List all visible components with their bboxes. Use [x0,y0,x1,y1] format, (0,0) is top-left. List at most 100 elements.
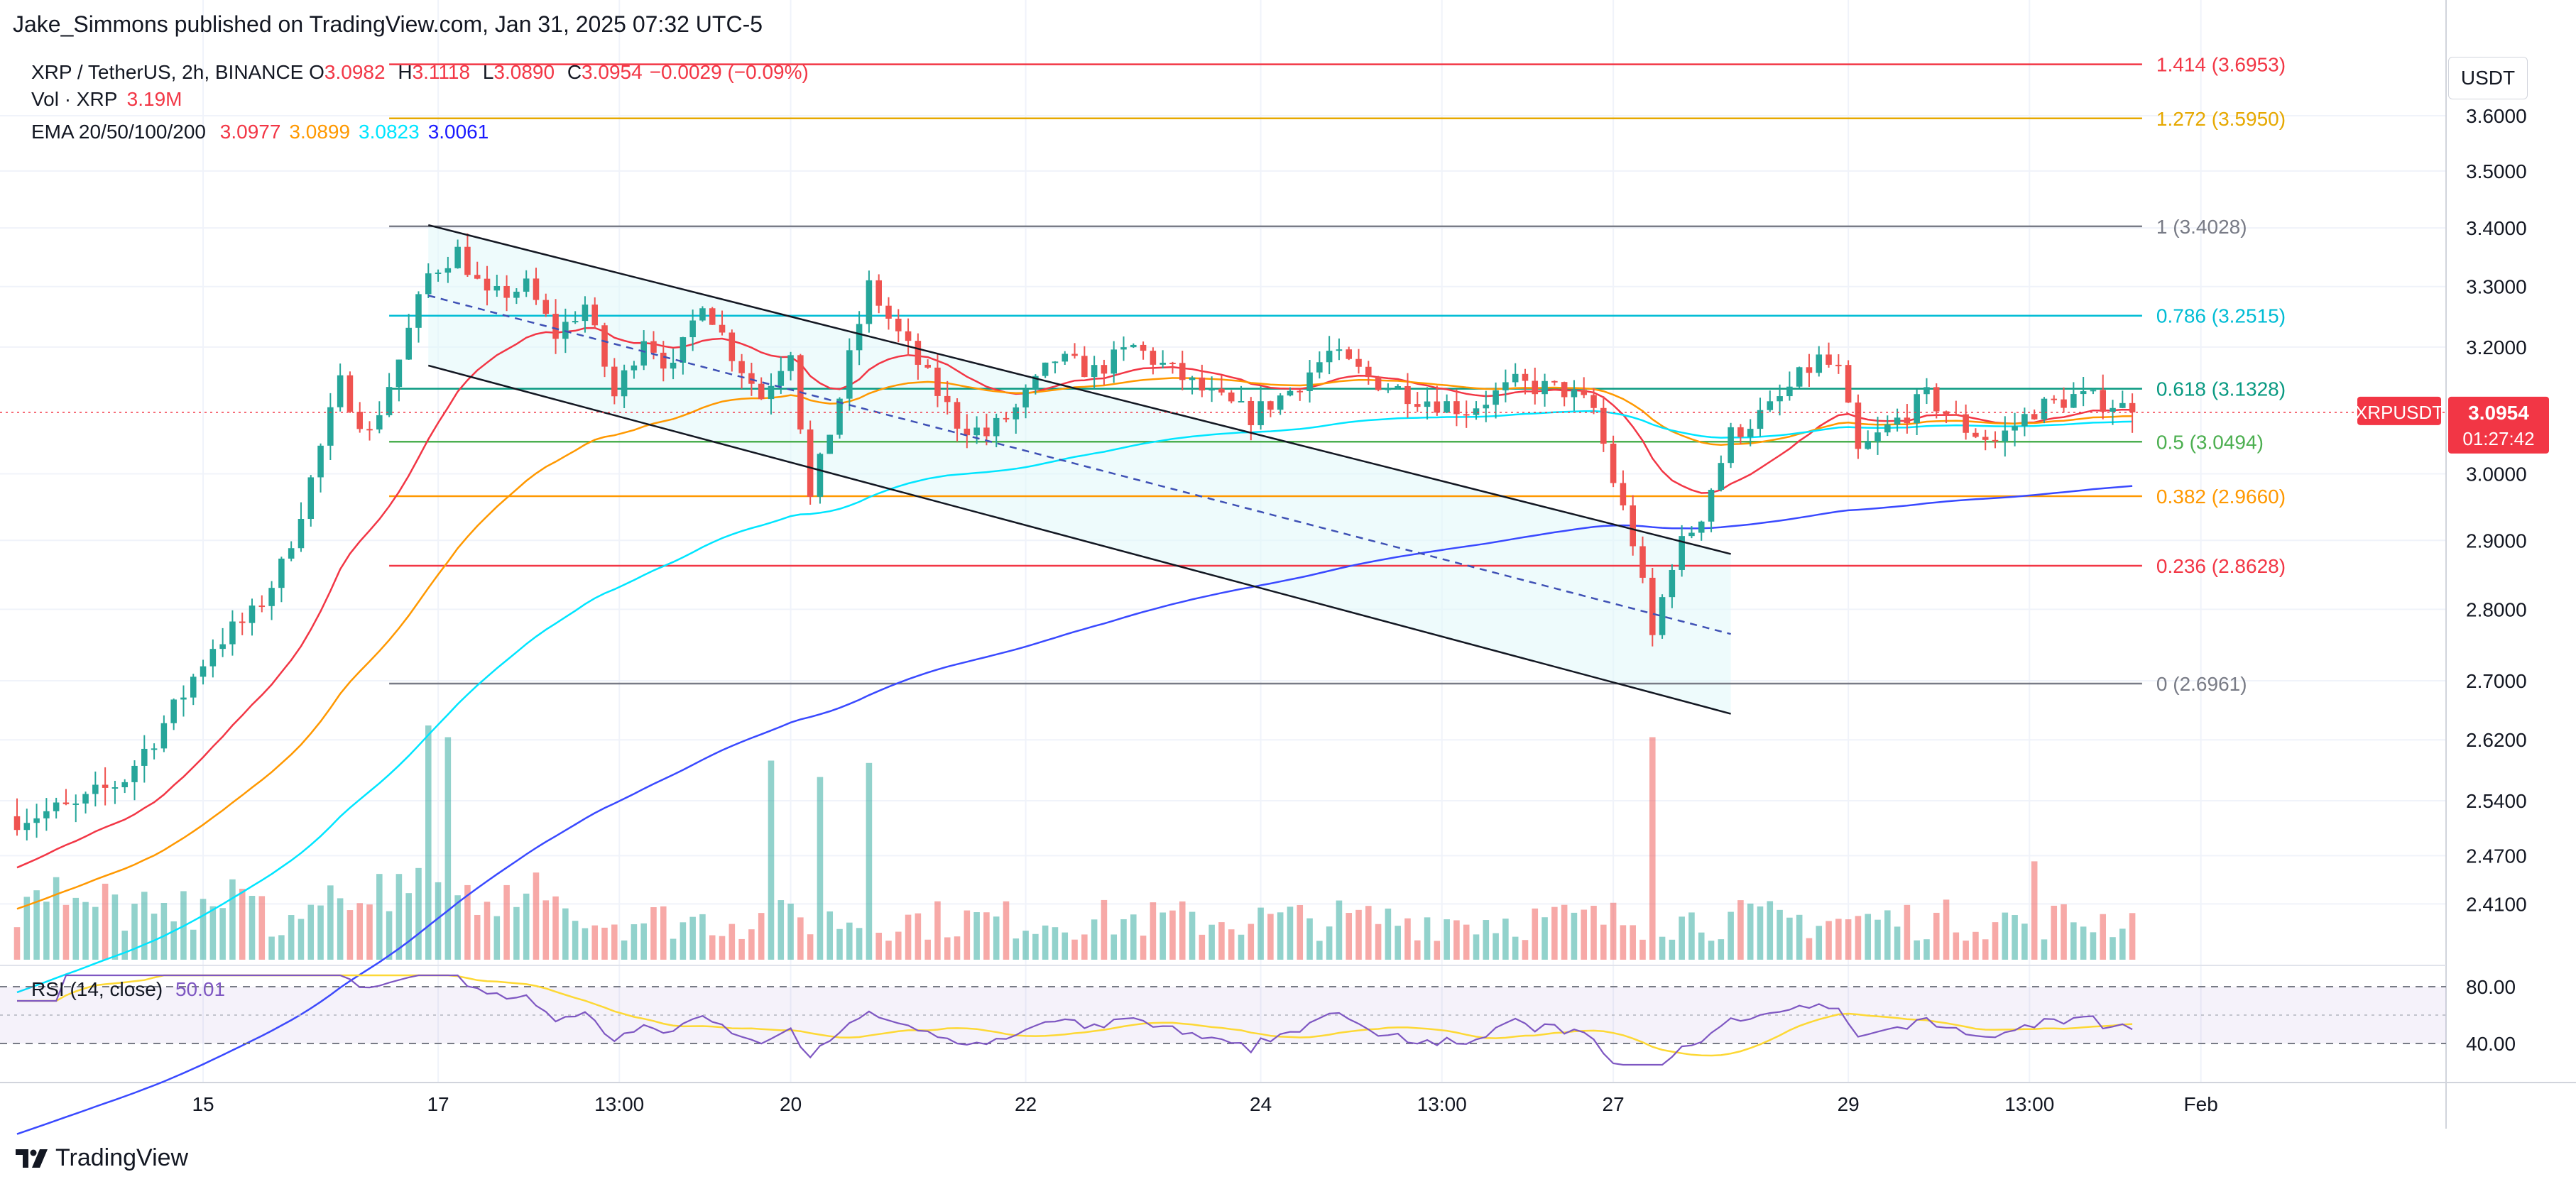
candle-body [768,385,775,400]
candle-body [1424,401,1431,407]
volume-bar [425,725,432,960]
currency-button[interactable]: USDT [2448,57,2528,99]
volume-bar [2090,932,2097,960]
volume-bar [846,922,853,960]
volume-bar [1414,940,1421,960]
volume-bar [1228,929,1235,960]
ema-value: 3.0899 [289,121,351,143]
candle-body [621,370,628,397]
volume-bar [1199,934,1206,960]
candle-body [1806,367,1813,373]
volume-bar [2070,922,2077,960]
candle-body [1228,392,1235,402]
time-tick-label: 24 [1250,1093,1272,1115]
volume-bar [1816,926,1823,960]
volume-bar [1512,936,1519,960]
candle-body [258,606,266,608]
candle-body [934,367,941,396]
volume-legend: Vol · XRP 3.19M [31,88,182,111]
price-tick-label: 2.4700 [2466,845,2527,867]
candle-body [484,278,491,291]
fibonacci-levels[interactable]: 1.414 (3.6953) 1.272 (3.5950) 1 (3.4028) 0.… [389,54,2286,695]
volume-bar [200,899,207,960]
candle-body [1816,354,1823,373]
time-axis[interactable]: 15 17 13:00 20 22 24 13:00 27 29 13:00 Feb [192,1093,2217,1115]
volume-bar [2110,937,2116,960]
candle-body [826,434,834,454]
candle-body [895,318,902,332]
price-tick-label: 2.5400 [2466,790,2527,812]
volume-bar [1737,900,1744,960]
candle-body [1081,356,1088,378]
volume-bar [1159,912,1166,960]
candle-body [1953,414,1960,416]
volume-bar [1267,914,1274,960]
channel-mid-line [427,295,1731,635]
candle-body [1728,427,1734,464]
volume-bar [1208,924,1215,960]
candle-body [1003,417,1010,420]
volume-bar [1169,910,1176,960]
candle-body [1590,395,1597,408]
volume-bar [298,919,305,960]
channel-fill [428,225,1731,714]
candle-body [2080,391,2087,395]
volume-bar [1933,912,1940,960]
volume-bar [758,913,765,960]
candle-body [836,398,843,435]
price-axis[interactable]: 3.6000 3.5000 3.4000 3.3000 3.2000 3.0000 2.90… [2466,105,2527,1055]
candle-body [905,331,912,341]
ohlc-value: 3.0982 [324,61,386,83]
candle-body [405,327,412,360]
volume-bar [464,884,471,960]
candle-body [572,321,579,323]
candle-body [523,278,530,292]
descending-channel[interactable] [427,224,1731,715]
volume-bar [337,898,344,960]
candle-body [356,412,364,429]
price-tick-label: 3.3000 [2466,276,2527,298]
candle-body [1287,390,1294,396]
volume-bar [1473,934,1480,960]
volume-bar [915,913,922,960]
candle-body [1297,390,1304,393]
volume-bar [1561,904,1568,960]
candle-body [954,402,961,429]
volume-bar [964,910,971,960]
tradingview-logo[interactable]: TradingView [16,1144,188,1172]
channel-upper-line [427,224,1731,555]
candle-body [444,268,452,273]
symbol-ohlc: XRP / TetherUS, 2h, BINANCE O3.0982 H3.1… [31,61,816,84]
candle-body [1835,364,1842,366]
candle-body [1874,432,1881,442]
volume-bar [954,936,961,960]
candle-body [2090,390,2097,392]
candle-body [1179,363,1186,380]
candle-body [474,275,481,279]
volume-bar [62,904,70,960]
ema-legend: EMA 20/50/100/200 3.0977 3.0899 3.0823 3.00… [31,121,489,143]
volume-bar [1669,939,1676,960]
volume-bar [1150,902,1157,960]
candle-body [13,816,21,831]
ema100-line [16,410,2133,994]
volume-bar [542,900,550,960]
candle-body [1208,388,1215,391]
volume-bar [278,935,285,960]
candle-body [1845,365,1852,403]
candle-body [591,305,599,326]
candle-body [689,320,696,338]
candle-body [1786,386,1793,397]
candle-body [1855,402,1862,449]
candle-body [542,300,550,314]
volume-bar [1581,909,1588,960]
candle-body [1052,361,1059,363]
symbol-name[interactable]: XRP / TetherUS, 2h, BINANCE [31,61,304,83]
price-tick-label: 3.5000 [2466,160,2527,182]
candle-body [249,606,256,623]
volume-bar [1306,918,1313,960]
candle-body [944,395,951,402]
candle-body [748,373,755,384]
candle-body [1492,390,1499,405]
